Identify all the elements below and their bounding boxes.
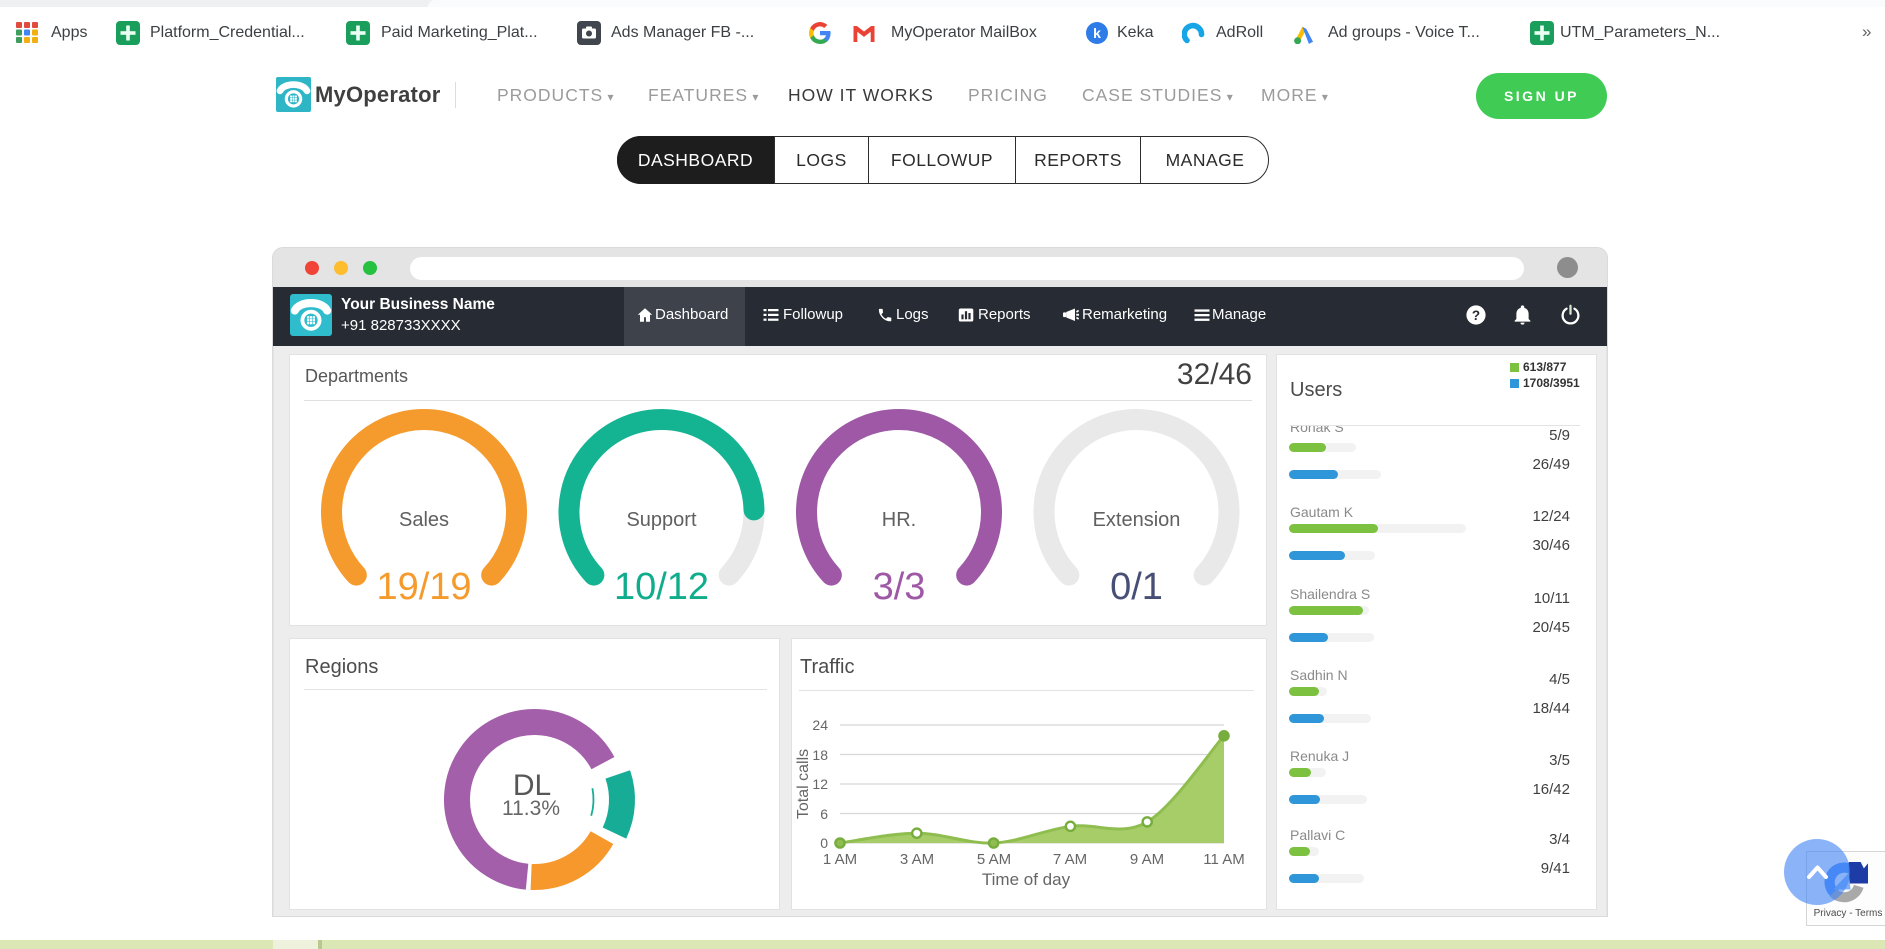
svg-text:k: k xyxy=(1093,25,1101,41)
svg-text:?: ? xyxy=(1472,308,1480,323)
